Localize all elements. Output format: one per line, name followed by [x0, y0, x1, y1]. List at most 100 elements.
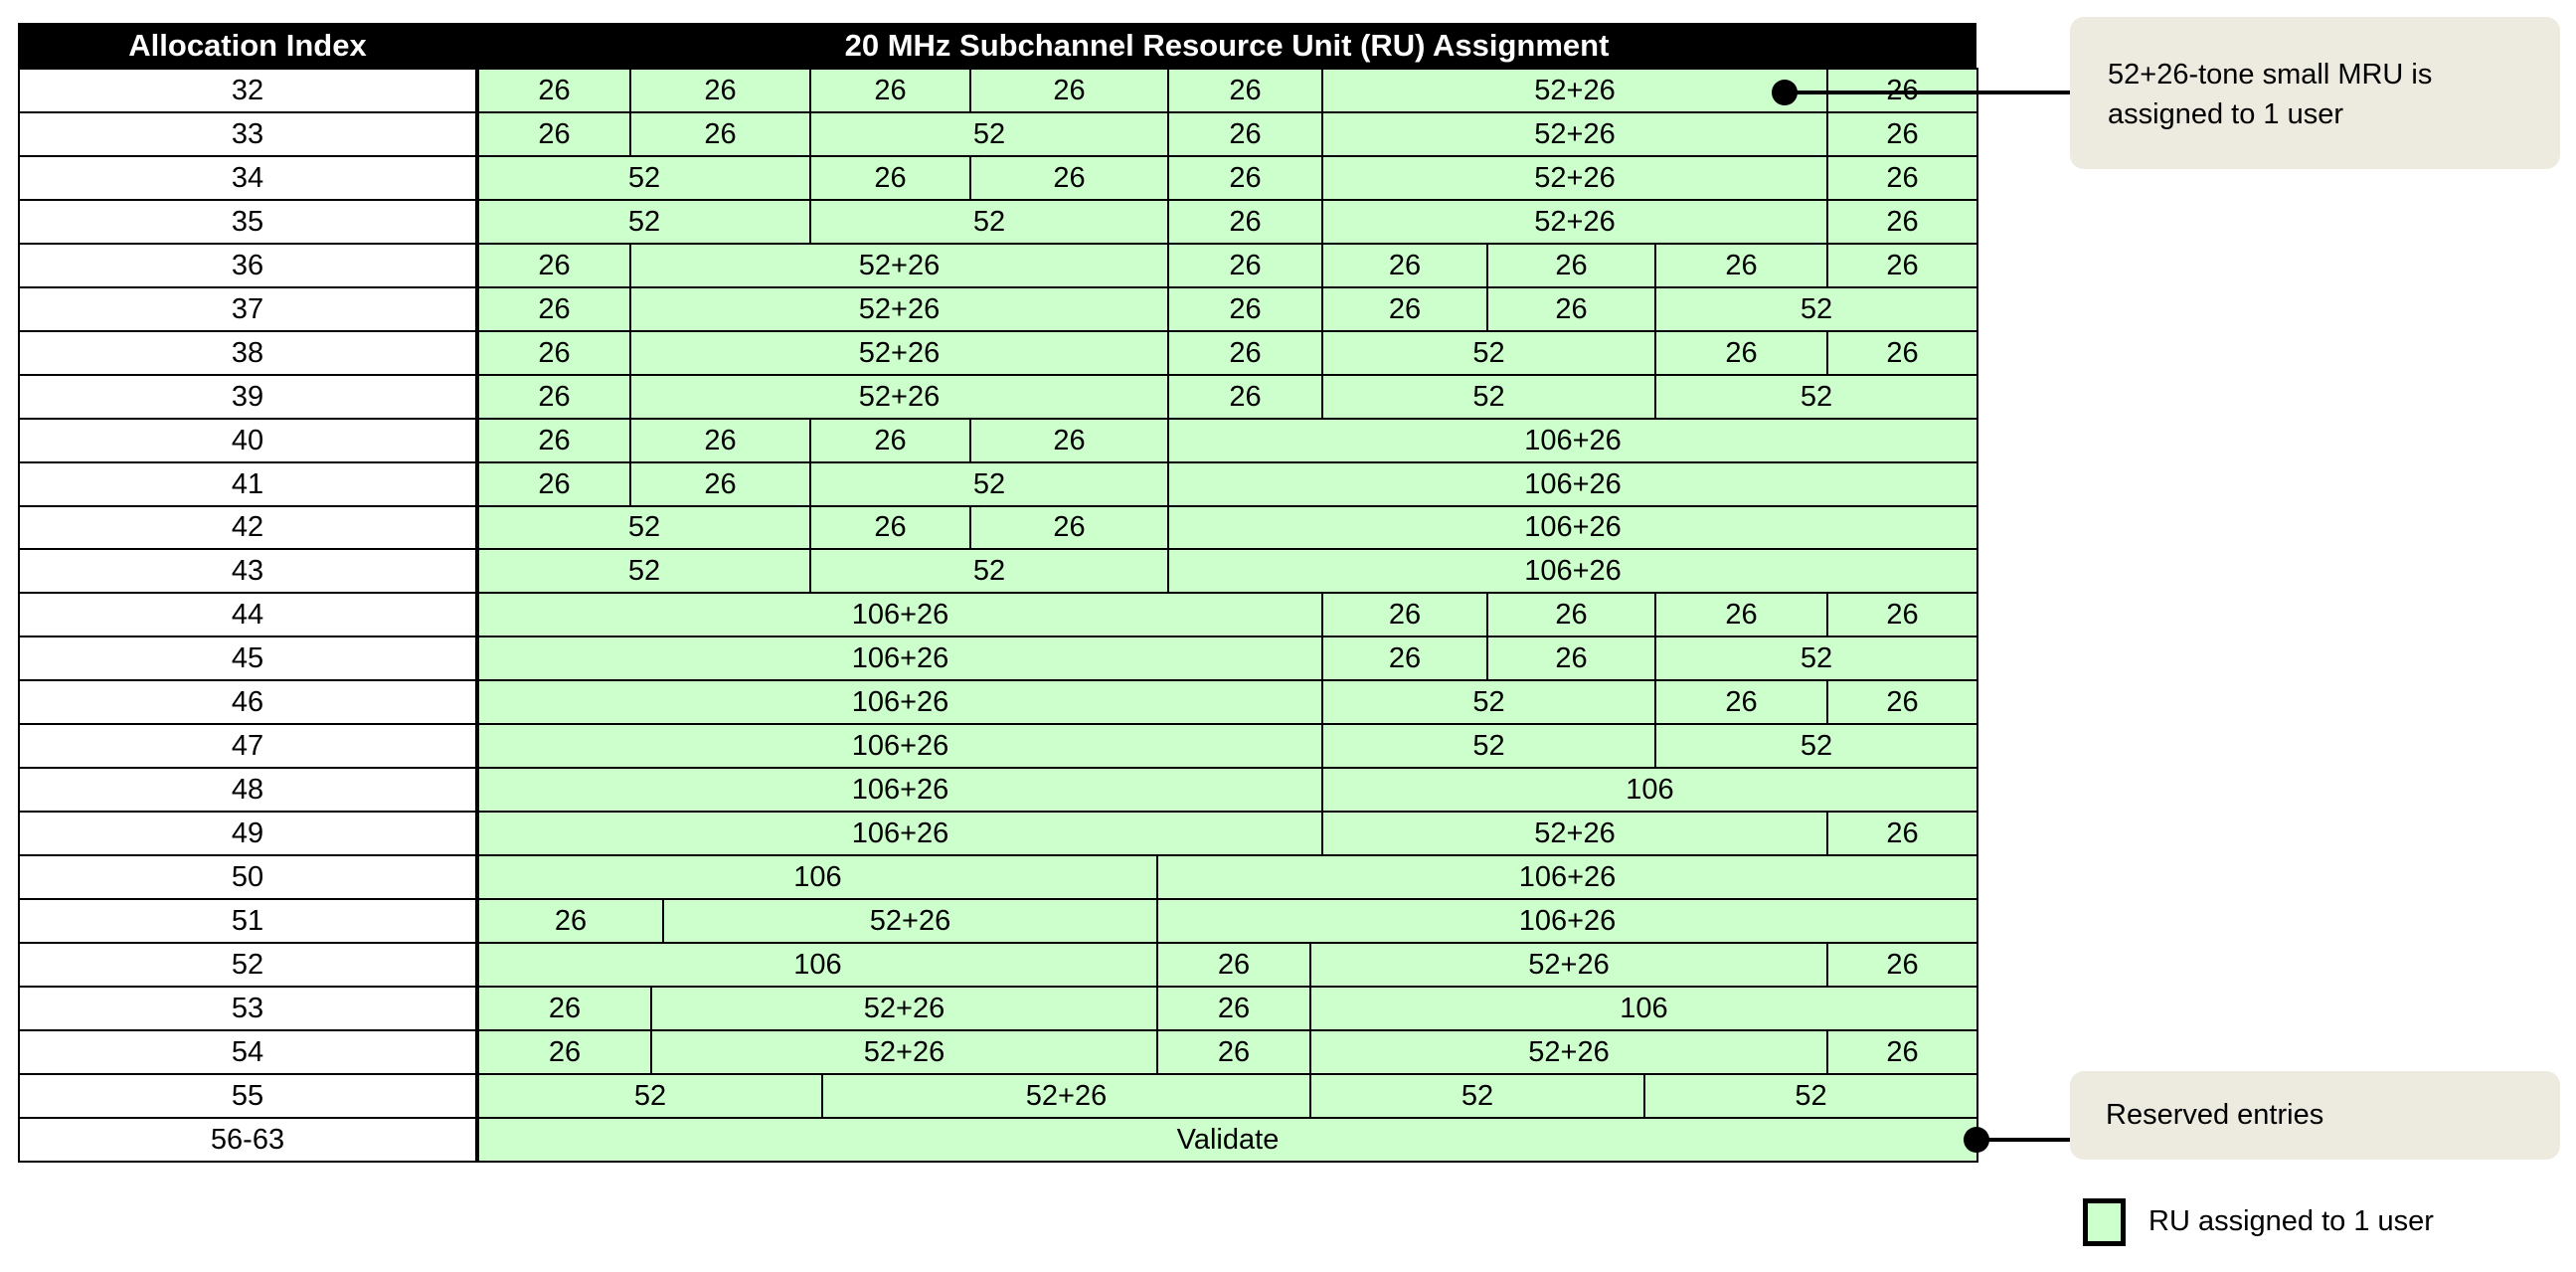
ru-cell: Validate — [477, 1117, 1978, 1163]
allocation-index-cell: 36 — [18, 243, 477, 288]
ru-cell: 26 — [1826, 942, 1978, 988]
ru-cell: 106+26 — [477, 723, 1323, 769]
ru-cell: 106 — [477, 854, 1158, 900]
ru-cell: 52 — [809, 111, 1169, 157]
ru-cell: 26 — [477, 330, 631, 376]
ru-cell: 26 — [477, 1029, 652, 1075]
ru-cell: 106+26 — [477, 767, 1323, 813]
ru-cell: 52+26 — [1321, 111, 1828, 157]
ru-cell: 106 — [477, 942, 1158, 988]
ru-cell: 26 — [477, 68, 631, 113]
allocation-index-cell: 46 — [18, 679, 477, 725]
mru-callout-line — [1785, 91, 2070, 94]
ru-cell: 26 — [1654, 243, 1828, 288]
ru-cell: 52+26 — [1321, 68, 1828, 113]
allocation-index-cell: 47 — [18, 723, 477, 769]
ru-cell: 52 — [1654, 636, 1978, 681]
ru-cell: 26 — [1167, 68, 1323, 113]
ru-cell: 52 — [1309, 1073, 1645, 1119]
allocation-index-cell: 55 — [18, 1073, 477, 1119]
mru-callout-text: 52+26-tone small MRU is assigned to 1 us… — [2108, 59, 2433, 130]
ru-cell: 26 — [1654, 592, 1828, 637]
allocation-index-cell: 51 — [18, 898, 477, 944]
allocation-index-cell: 40 — [18, 418, 477, 463]
ru-assignment-header: 20 MHz Subchannel Resource Unit (RU) Ass… — [477, 23, 1976, 68]
legend-label: RU assigned to 1 user — [2148, 1205, 2434, 1237]
ru-cell: 26 — [1654, 330, 1828, 376]
ru-cell: 26 — [629, 418, 811, 463]
ru-cell: 26 — [1167, 286, 1323, 332]
ru-cell: 52+26 — [629, 330, 1169, 376]
ru-cell: 26 — [1167, 374, 1323, 420]
ru-cell: 106+26 — [1156, 854, 1978, 900]
ru-cell: 52 — [1321, 723, 1656, 769]
ru-cell: 26 — [1321, 592, 1488, 637]
ru-cell: 106+26 — [1167, 548, 1978, 594]
ru-cell: 26 — [969, 418, 1169, 463]
ru-cell: 52+26 — [1321, 811, 1828, 856]
ru-cell: 26 — [809, 505, 971, 550]
ru-cell: 26 — [629, 68, 811, 113]
allocation-index-cell: 37 — [18, 286, 477, 332]
ru-cell: 52 — [809, 461, 1169, 507]
ru-cell: 52 — [1654, 286, 1978, 332]
ru-cell: 106+26 — [477, 592, 1323, 637]
ru-cell: 52+26 — [821, 1073, 1311, 1119]
reserved-callout-dot — [1964, 1127, 1989, 1153]
ru-cell: 26 — [1826, 1029, 1978, 1075]
allocation-index-cell: 54 — [18, 1029, 477, 1075]
ru-cell: 106 — [1321, 767, 1978, 813]
ru-cell: 106+26 — [1167, 418, 1978, 463]
ru-cell: 26 — [1486, 592, 1656, 637]
ru-cell: 26 — [1321, 243, 1488, 288]
ru-cell: 26 — [1167, 199, 1323, 245]
mru-callout-dot — [1772, 80, 1798, 105]
allocation-index-cell: 33 — [18, 111, 477, 157]
ru-cell: 26 — [969, 155, 1169, 201]
reserved-callout-text: Reserved entries — [2106, 1099, 2324, 1131]
ru-cell: 26 — [1826, 199, 1978, 245]
ru-cell: 52 — [477, 155, 811, 201]
legend-swatch — [2083, 1198, 2126, 1246]
ru-cell: 26 — [477, 898, 664, 944]
ru-cell: 52 — [1321, 679, 1656, 725]
allocation-index-cell: 45 — [18, 636, 477, 681]
ru-cell: 26 — [1321, 286, 1488, 332]
ru-cell: 26 — [1486, 636, 1656, 681]
ru-cell: 52 — [477, 1073, 823, 1119]
allocation-index-cell: 35 — [18, 199, 477, 245]
allocation-index-cell: 38 — [18, 330, 477, 376]
allocation-index-cell: 50 — [18, 854, 477, 900]
ru-cell: 52+26 — [1321, 199, 1828, 245]
ru-cell: 52 — [1654, 374, 1978, 420]
ru-cell: 52+26 — [650, 1029, 1158, 1075]
ru-cell: 52 — [477, 199, 811, 245]
ru-cell: 26 — [1156, 1029, 1311, 1075]
ru-cell: 106+26 — [1167, 461, 1978, 507]
ru-cell: 52 — [1654, 723, 1978, 769]
ru-cell: 26 — [809, 155, 971, 201]
ru-cell: 52 — [1321, 330, 1656, 376]
ru-cell: 26 — [1826, 592, 1978, 637]
allocation-index-cell: 43 — [18, 548, 477, 594]
ru-cell: 52 — [477, 505, 811, 550]
ru-cell: 106+26 — [477, 811, 1323, 856]
ru-cell: 26 — [629, 461, 811, 507]
ru-cell: 26 — [477, 286, 631, 332]
ru-cell: 26 — [1826, 679, 1978, 725]
ru-cell: 52 — [809, 548, 1169, 594]
allocation-index-cell: 52 — [18, 942, 477, 988]
ru-cell: 106+26 — [1156, 898, 1978, 944]
reserved-callout: Reserved entries — [2070, 1071, 2560, 1160]
ru-cell: 26 — [1826, 111, 1978, 157]
ru-cell: 26 — [477, 374, 631, 420]
allocation-index-cell: 48 — [18, 767, 477, 813]
ru-cell: 106 — [1309, 986, 1978, 1031]
ru-cell: 52 — [809, 199, 1169, 245]
ru-cell: 26 — [477, 986, 652, 1031]
ru-cell: 26 — [969, 68, 1169, 113]
ru-cell: 26 — [1167, 111, 1323, 157]
ru-cell: 26 — [1826, 155, 1978, 201]
ru-cell: 26 — [1826, 811, 1978, 856]
ru-cell: 26 — [1826, 330, 1978, 376]
